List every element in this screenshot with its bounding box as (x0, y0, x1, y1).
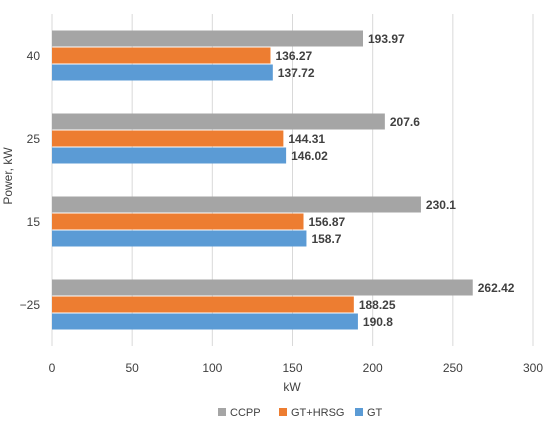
x-tick-label: 50 (125, 361, 139, 375)
data-label: 136.27 (275, 49, 312, 63)
x-tick-labels: 0 50 100 150 200 250 300 (49, 361, 544, 375)
legend-label: CCPP (230, 407, 261, 419)
data-label: 262.42 (478, 281, 515, 295)
x-tick-label: 150 (282, 361, 302, 375)
y-tick-label: 25 (27, 132, 41, 146)
data-label: 230.1 (426, 198, 456, 212)
y-tick-label: 15 (27, 215, 41, 229)
y-tick-label: 40 (27, 49, 41, 63)
legend-label: GT+HRSG (291, 407, 344, 419)
grid-lines (51, 14, 534, 346)
y-tick-labels: 40 25 15 −25 (20, 49, 41, 312)
bar (52, 113, 385, 130)
data-label: 146.02 (291, 149, 328, 163)
data-label: 137.72 (278, 66, 315, 80)
x-tick-label: 100 (202, 361, 222, 375)
data-label: 207.6 (390, 115, 420, 129)
data-label: 144.31 (288, 132, 325, 146)
data-label: 190.8 (363, 315, 393, 329)
y-axis-label: Power, kW (1, 147, 15, 205)
data-label: 188.25 (359, 298, 396, 312)
y-tick-label: −25 (20, 298, 41, 312)
x-tick-label: 200 (363, 361, 383, 375)
legend-swatch (279, 408, 287, 416)
bar (52, 130, 284, 147)
bar (52, 296, 354, 313)
x-tick-label: 250 (443, 361, 463, 375)
legend: CCPP GT+HRSG GT (218, 407, 383, 419)
bar (52, 213, 304, 230)
legend-swatch (218, 408, 226, 416)
bar (52, 64, 273, 81)
x-axis-label: kW (283, 380, 301, 394)
x-tick-label: 0 (49, 361, 56, 375)
bar (52, 30, 363, 47)
x-tick-label: 300 (523, 361, 543, 375)
data-label: 193.97 (368, 32, 405, 46)
bar (52, 196, 421, 213)
data-label: 158.7 (311, 232, 341, 246)
legend-swatch (355, 408, 363, 416)
bar (52, 313, 358, 330)
value-labels: 193.97 136.27 137.72 207.6 144.31 146.02 230.1… (275, 32, 514, 329)
bar (52, 230, 307, 247)
bars (52, 30, 473, 330)
data-label: 156.87 (309, 215, 346, 229)
legend-label: GT (367, 407, 383, 419)
bar (52, 279, 473, 296)
bar (52, 47, 271, 64)
bar (52, 147, 287, 164)
